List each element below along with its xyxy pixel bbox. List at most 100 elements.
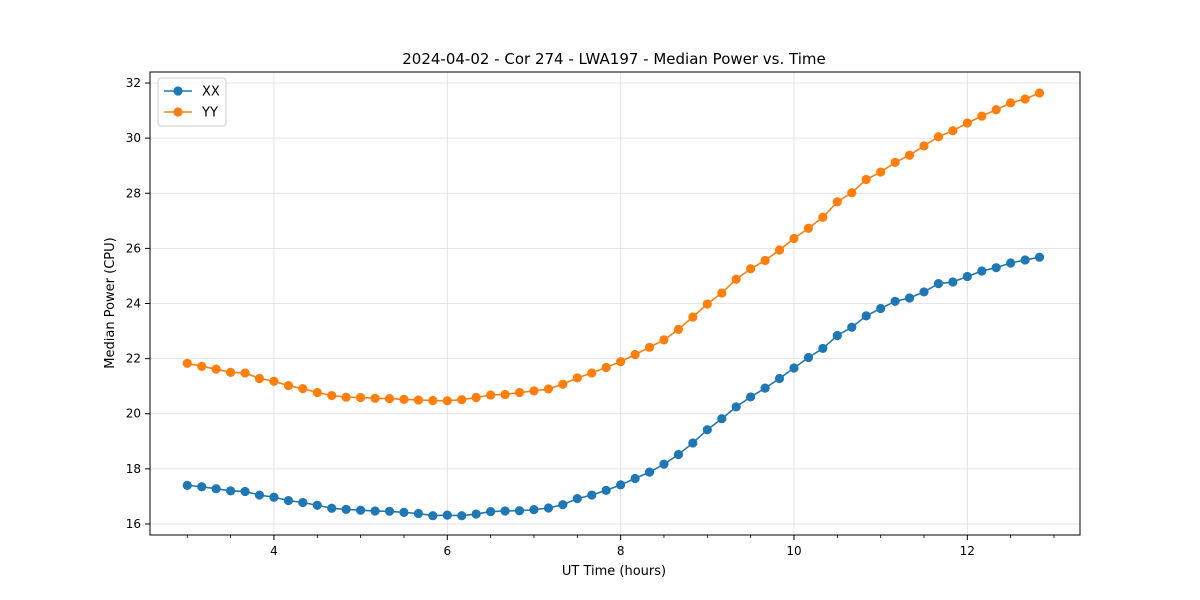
data-point-yy: [283, 381, 294, 391]
data-point-xx: [529, 505, 539, 515]
data-point-yy: [486, 390, 496, 400]
data-point-yy: [341, 392, 351, 402]
data-point-yy: [529, 386, 539, 396]
data-point-yy: [933, 132, 944, 142]
data-point-yy: [818, 212, 828, 222]
data-point-xx: [659, 459, 669, 469]
data-point-yy: [847, 188, 857, 198]
data-point-yy: [254, 373, 265, 384]
data-point-yy: [774, 245, 785, 255]
data-point-yy: [673, 324, 684, 335]
data-point-yy: [919, 141, 929, 151]
data-point-xx: [543, 503, 554, 513]
data-point-yy: [572, 373, 582, 383]
data-point-xx: [457, 511, 467, 521]
data-point-xx: [702, 425, 712, 435]
data-point-yy: [760, 255, 770, 266]
data-point-yy: [1006, 98, 1016, 108]
data-point-xx: [442, 510, 452, 520]
x-tick-label: 10: [786, 544, 801, 558]
data-point-xx: [948, 277, 958, 287]
legend-marker: [173, 107, 183, 117]
data-point-xx: [789, 363, 799, 373]
data-point-xx: [514, 506, 525, 516]
series-group: [182, 88, 1045, 521]
data-point-xx: [861, 311, 871, 321]
data-point-xx: [832, 330, 842, 341]
x-tick-label: 6: [443, 544, 451, 558]
data-point-xx: [226, 486, 236, 496]
data-point-yy: [644, 342, 655, 352]
data-point-xx: [413, 508, 424, 519]
data-point-yy: [977, 111, 987, 121]
data-point-xx: [384, 506, 395, 516]
data-point-yy: [312, 387, 322, 398]
data-point-yy: [876, 167, 886, 177]
data-point-xx: [1034, 252, 1045, 262]
x-tick-label: 8: [617, 544, 625, 558]
data-point-yy: [298, 384, 308, 394]
data-point-yy: [543, 384, 554, 394]
y-tick-label: 28: [126, 186, 141, 200]
x-axis-label: UT Time (hours): [562, 564, 666, 579]
data-point-xx: [818, 343, 828, 354]
data-point-xx: [254, 490, 265, 500]
data-point-xx: [904, 293, 915, 303]
y-tick-label: 26: [126, 241, 141, 255]
data-point-xx: [644, 467, 655, 477]
data-point-xx: [962, 271, 972, 282]
data-point-yy: [991, 105, 1001, 115]
y-tick-label: 16: [126, 517, 141, 531]
y-tick-label: 18: [126, 462, 141, 476]
legend: XX YY: [157, 77, 227, 127]
y-tick-label: 32: [126, 76, 141, 90]
data-point-xx: [731, 402, 741, 412]
data-point-yy: [399, 394, 409, 405]
data-point-xx: [298, 497, 308, 508]
data-point-xx: [717, 414, 727, 424]
data-point-xx: [486, 506, 496, 517]
data-point-yy: [500, 389, 510, 400]
data-point-yy: [601, 362, 611, 373]
data-point-xx: [240, 486, 250, 497]
data-point-xx: [197, 482, 207, 492]
data-point-yy: [789, 233, 799, 244]
data-point-yy: [514, 387, 525, 398]
x-tick-label: 12: [960, 544, 975, 558]
data-point-xx: [991, 263, 1001, 273]
data-point-yy: [904, 150, 915, 160]
data-point-yy: [457, 395, 467, 405]
data-point-yy: [384, 393, 395, 404]
data-point-xx: [876, 303, 886, 314]
data-point-xx: [211, 484, 221, 494]
data-point-xx: [312, 500, 322, 510]
data-point-yy: [616, 357, 626, 367]
data-point-xx: [1006, 258, 1016, 268]
data-point-xx: [933, 279, 944, 289]
grid: [150, 72, 1080, 535]
data-point-xx: [572, 494, 582, 504]
data-point-yy: [442, 396, 452, 406]
y-axis-label: Median Power (CPU): [103, 237, 118, 368]
data-point-yy: [413, 395, 424, 405]
y-tick-label: 30: [126, 131, 141, 145]
data-point-xx: [774, 373, 785, 384]
data-point-xx: [370, 506, 380, 516]
data-point-yy: [269, 376, 279, 386]
data-point-xx: [558, 500, 568, 510]
y-tick-label: 22: [126, 352, 141, 366]
data-point-yy: [962, 118, 972, 128]
data-point-xx: [847, 322, 857, 332]
data-point-xx: [471, 509, 481, 519]
data-point-yy: [428, 395, 438, 406]
data-point-yy: [731, 274, 741, 284]
data-point-yy: [327, 390, 337, 401]
data-point-xx: [356, 505, 366, 515]
data-point-xx: [977, 266, 987, 276]
chart-title: 2024-04-02 - Cor 274 - LWA197 - Median P…: [402, 50, 826, 68]
data-point-xx: [399, 507, 409, 517]
y-tick-label: 24: [126, 297, 141, 311]
data-point-yy: [226, 367, 236, 377]
legend-label: XX: [202, 85, 220, 100]
data-point-yy: [587, 368, 597, 378]
